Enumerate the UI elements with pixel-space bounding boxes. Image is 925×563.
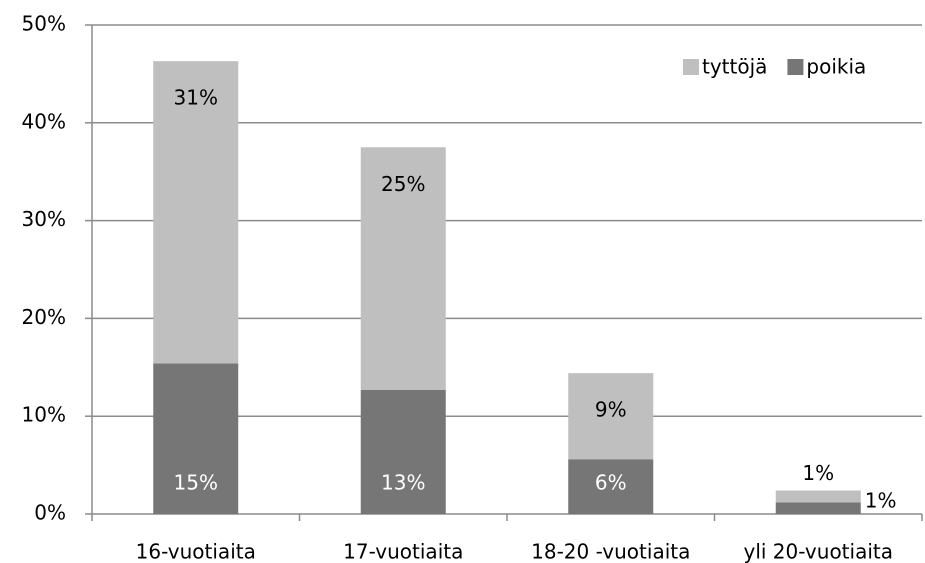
y-tick-label: 20% (22, 305, 66, 329)
data-label: 1% (802, 461, 834, 485)
data-label: 15% (174, 471, 218, 495)
data-label: 1% (865, 489, 897, 513)
data-label: 25% (381, 172, 425, 196)
x-tick-label: 16-vuotiaita (136, 540, 256, 563)
data-label: 13% (381, 471, 425, 495)
bar-segment (568, 373, 654, 460)
y-tick-label: 0% (34, 501, 66, 525)
legend-swatch (683, 59, 699, 75)
bar-segment (360, 147, 446, 390)
y-tick-label: 10% (22, 403, 66, 427)
y-tick-label: 50% (22, 12, 66, 36)
bar-segment (360, 389, 446, 514)
bar-segment (153, 363, 239, 514)
y-tick-label: 30% (22, 207, 66, 231)
data-label: 31% (174, 86, 218, 110)
legend-label: poikia (806, 55, 866, 79)
data-label: 6% (595, 471, 627, 495)
bar-segment (775, 502, 861, 514)
data-label: 9% (595, 398, 627, 422)
bar-segment (568, 459, 654, 514)
x-tick-label: 17-vuotiaita (343, 540, 463, 563)
legend-swatch (787, 59, 804, 75)
bar-segment (775, 490, 861, 503)
x-tick-label: yli 20-vuotiaita (744, 540, 894, 563)
x-tick-label: 18-20 -vuotiaita (531, 540, 690, 563)
y-tick-label: 40% (22, 109, 66, 133)
bar-segment (153, 61, 239, 364)
legend-label: tyttöjä (702, 55, 767, 79)
